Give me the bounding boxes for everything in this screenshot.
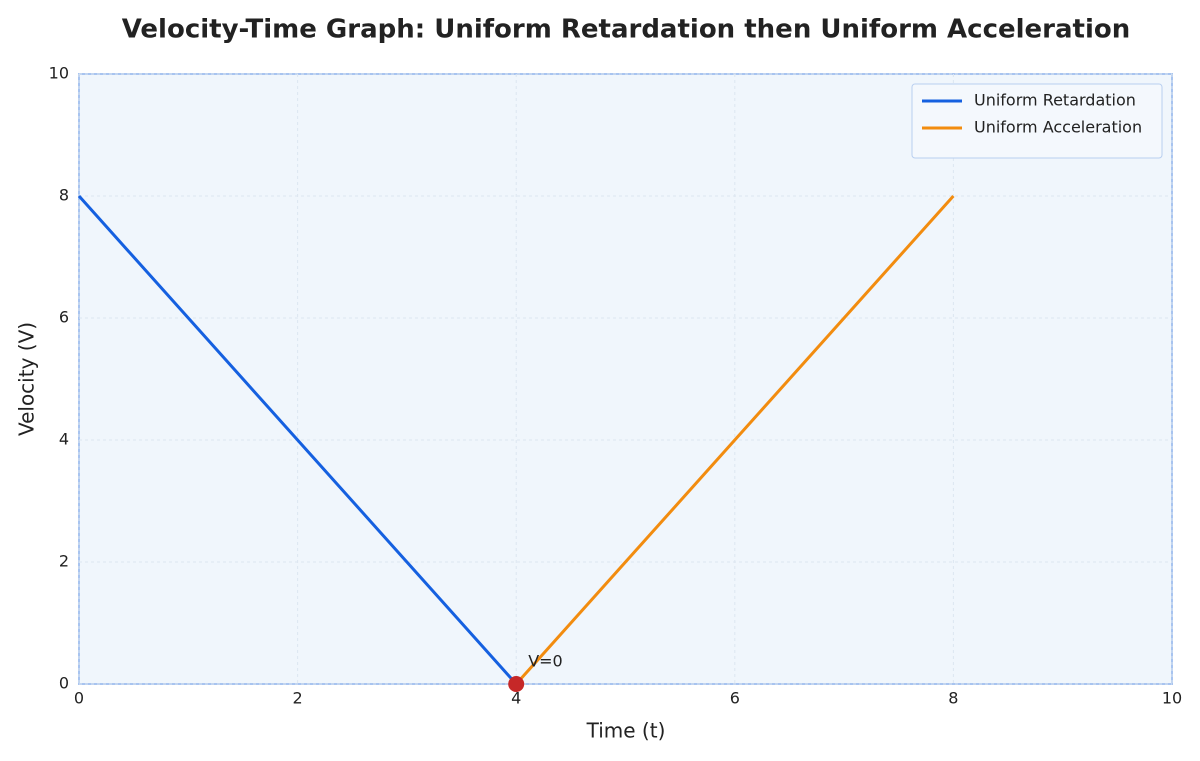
legend-label: Uniform Acceleration bbox=[974, 118, 1142, 137]
x-axis-label: Time (t) bbox=[586, 719, 666, 743]
legend-box bbox=[911, 83, 1163, 159]
plot-area bbox=[78, 73, 1173, 685]
x-tick-label: 10 bbox=[1162, 689, 1182, 708]
y-tick-label: 2 bbox=[59, 552, 69, 571]
y-tick-label: 4 bbox=[59, 430, 69, 449]
x-tick-label: 6 bbox=[730, 689, 740, 708]
y-axis-label: Velocity (V) bbox=[15, 322, 39, 436]
x-tick-label: 2 bbox=[293, 689, 303, 708]
annotation-marker bbox=[508, 676, 525, 692]
y-tick-label: 10 bbox=[49, 64, 69, 83]
x-tick-label: 0 bbox=[74, 689, 84, 708]
y-tick-label: 8 bbox=[59, 186, 69, 205]
y-tick-label: 0 bbox=[59, 674, 69, 693]
annotation: V=0 bbox=[528, 652, 563, 671]
legend-label: Uniform Retardation bbox=[974, 91, 1136, 110]
line bbox=[515, 194, 955, 686]
x-tick-label: 4 bbox=[511, 689, 521, 708]
line bbox=[77, 194, 518, 686]
y-tick-label: 6 bbox=[59, 308, 69, 327]
chart-title: Velocity-Time Graph: Uniform Retardation… bbox=[122, 15, 1131, 45]
x-tick-label: 8 bbox=[948, 689, 958, 708]
